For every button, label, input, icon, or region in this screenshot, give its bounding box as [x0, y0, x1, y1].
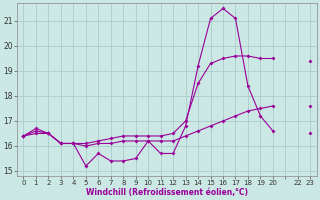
X-axis label: Windchill (Refroidissement éolien,°C): Windchill (Refroidissement éolien,°C) [86, 188, 248, 197]
